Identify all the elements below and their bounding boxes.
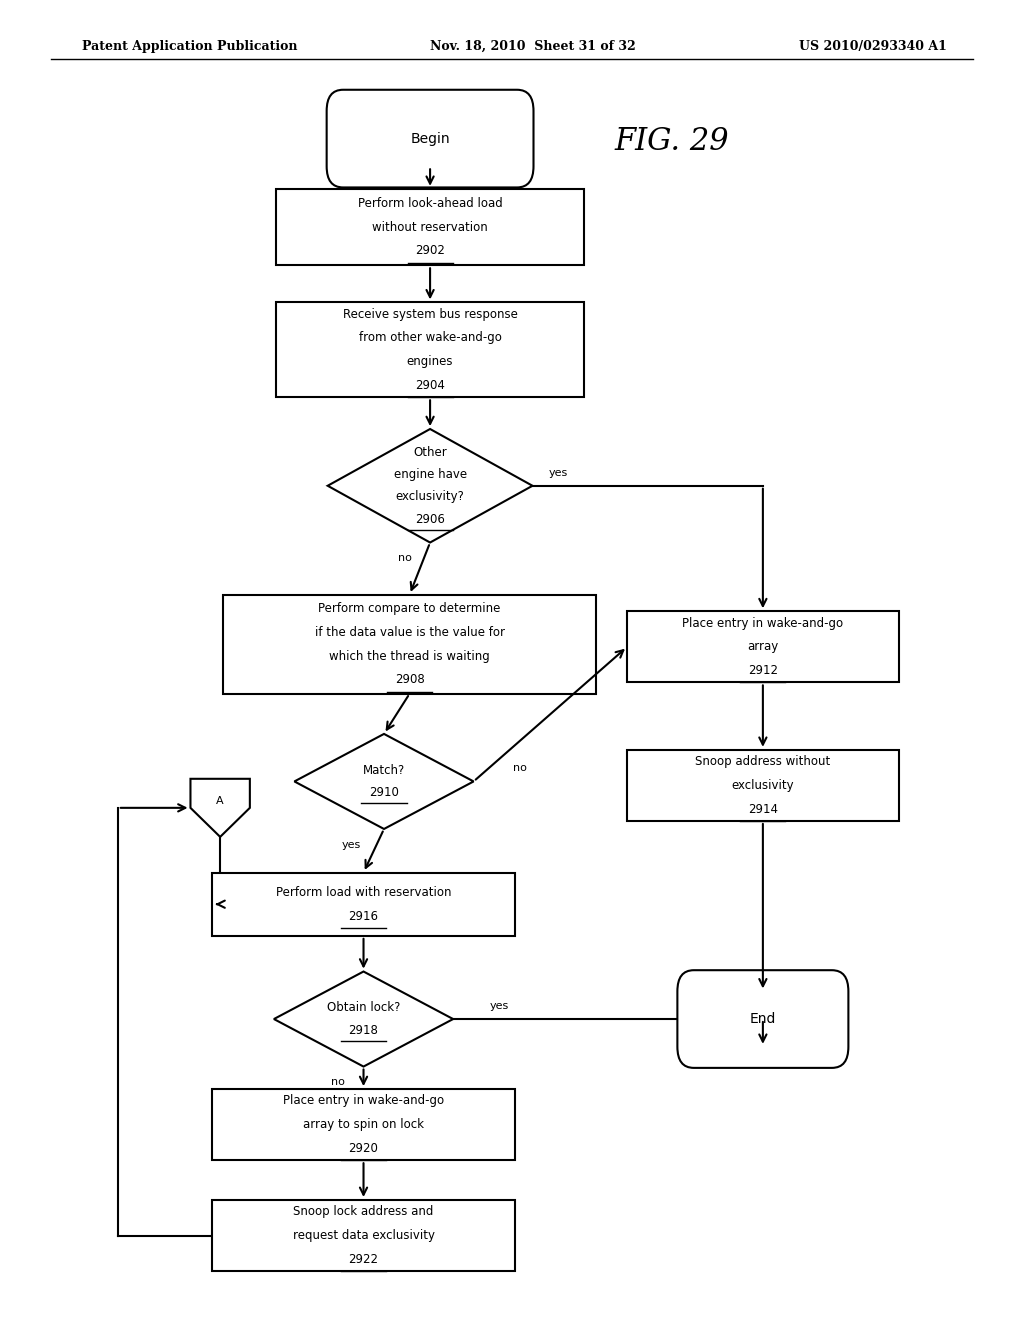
Text: Place entry in wake-and-go: Place entry in wake-and-go <box>283 1094 444 1107</box>
Text: array: array <box>748 640 778 653</box>
Text: 2922: 2922 <box>348 1253 379 1266</box>
Text: A: A <box>216 796 224 805</box>
Text: Begin: Begin <box>411 132 450 145</box>
Text: 2910: 2910 <box>369 787 399 799</box>
Text: US 2010/0293340 A1: US 2010/0293340 A1 <box>799 40 946 53</box>
FancyBboxPatch shape <box>678 970 848 1068</box>
Text: 2908: 2908 <box>394 673 425 686</box>
Text: Snoop lock address and: Snoop lock address and <box>293 1205 434 1218</box>
Text: FIG. 29: FIG. 29 <box>614 125 729 157</box>
Text: 2902: 2902 <box>415 244 445 257</box>
Text: Perform look-ahead load: Perform look-ahead load <box>357 197 503 210</box>
Text: engines: engines <box>407 355 454 368</box>
Bar <box>213 1200 514 1271</box>
Text: Obtain lock?: Obtain lock? <box>327 1002 400 1014</box>
Text: if the data value is the value for: if the data value is the value for <box>314 626 505 639</box>
Text: request data exclusivity: request data exclusivity <box>293 1229 434 1242</box>
Text: yes: yes <box>342 840 360 850</box>
Text: 2920: 2920 <box>348 1142 379 1155</box>
Text: yes: yes <box>549 467 567 478</box>
FancyBboxPatch shape <box>327 90 534 187</box>
Text: 2912: 2912 <box>748 664 778 677</box>
Text: End: End <box>750 1012 776 1026</box>
Bar <box>213 1089 514 1160</box>
Bar <box>276 189 584 265</box>
Text: no: no <box>397 553 412 564</box>
Text: engine have: engine have <box>393 469 467 480</box>
Polygon shape <box>273 972 453 1067</box>
Text: Patent Application Publication: Patent Application Publication <box>82 40 297 53</box>
Text: 2904: 2904 <box>415 379 445 392</box>
Text: no: no <box>331 1077 345 1088</box>
Text: 2906: 2906 <box>415 513 445 525</box>
Text: Nov. 18, 2010  Sheet 31 of 32: Nov. 18, 2010 Sheet 31 of 32 <box>430 40 636 53</box>
Text: 2916: 2916 <box>348 909 379 923</box>
Text: exclusivity?: exclusivity? <box>395 491 465 503</box>
Polygon shape <box>295 734 473 829</box>
Bar <box>213 873 514 936</box>
Bar <box>627 611 899 682</box>
Text: which the thread is waiting: which the thread is waiting <box>330 649 489 663</box>
Text: Match?: Match? <box>362 764 406 776</box>
Text: without reservation: without reservation <box>372 220 488 234</box>
Bar <box>276 302 584 397</box>
Text: Perform compare to determine: Perform compare to determine <box>318 602 501 615</box>
Text: array to spin on lock: array to spin on lock <box>303 1118 424 1131</box>
Text: Receive system bus response: Receive system bus response <box>343 308 517 321</box>
Bar <box>223 594 596 694</box>
Text: yes: yes <box>489 1001 509 1011</box>
Polygon shape <box>328 429 532 543</box>
Text: 2914: 2914 <box>748 803 778 816</box>
Text: Place entry in wake-and-go: Place entry in wake-and-go <box>682 616 844 630</box>
Text: exclusivity: exclusivity <box>731 779 795 792</box>
Bar <box>627 750 899 821</box>
Text: Snoop address without: Snoop address without <box>695 755 830 768</box>
Text: no: no <box>513 763 526 774</box>
Text: from other wake-and-go: from other wake-and-go <box>358 331 502 345</box>
Polygon shape <box>190 779 250 837</box>
Text: Other: Other <box>414 446 446 458</box>
Text: Perform load with reservation: Perform load with reservation <box>275 886 452 899</box>
Text: 2918: 2918 <box>348 1024 379 1036</box>
